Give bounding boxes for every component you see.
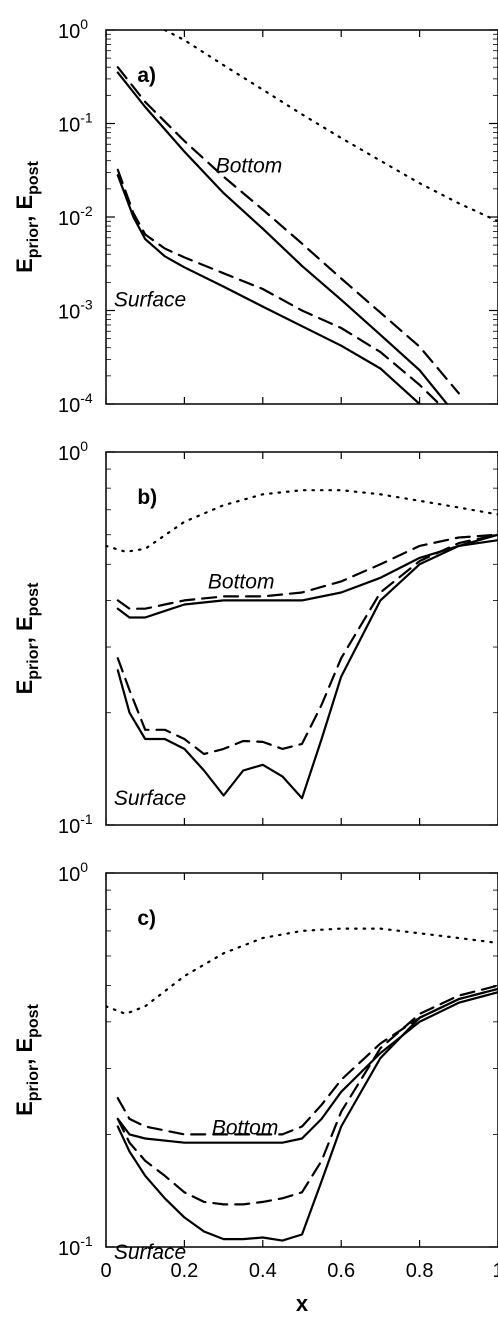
annotation-surface: Surface	[114, 1241, 186, 1264]
x-tick-label: 0.4	[249, 1260, 277, 1282]
series-prior-dotted	[163, 30, 498, 223]
series-surface-solid	[116, 174, 421, 404]
chart-panel-2: 10-1 100 Eprior, Epost b) Bottom Surface	[12, 438, 498, 838]
x-tick-label: 0.2	[170, 1260, 198, 1282]
y-tick-label: 10-1	[58, 811, 93, 838]
y-tick-label: 10-4	[58, 390, 93, 417]
x-tick-label: 0	[100, 1260, 111, 1282]
y-tick-label: 100	[58, 16, 88, 43]
y-tick-label: 100	[58, 438, 88, 465]
annotation-bottom: Bottom	[216, 154, 283, 177]
y-tick-label: 10-3	[58, 297, 93, 324]
panel-label: b)	[137, 486, 157, 509]
series-group	[106, 489, 498, 800]
y-axis-label: Eprior, Epost	[12, 160, 42, 272]
series-group	[116, 30, 498, 404]
series-bottom-solid	[116, 991, 498, 1144]
series-surface-dashed	[116, 533, 498, 756]
y-tick-label: 10-2	[58, 203, 93, 230]
annotation-surface: Surface	[114, 787, 186, 810]
x-tick-label: 0.6	[327, 1260, 355, 1282]
series-surface-solid	[116, 987, 498, 1242]
series-bottom-dashed	[116, 66, 460, 395]
series-bottom-dashed	[116, 533, 498, 610]
series-surface-dashed	[116, 984, 498, 1206]
x-tick-label: 0.8	[406, 1260, 434, 1282]
series-surface-dashed	[116, 168, 441, 404]
annotation-bottom: Bottom	[208, 571, 275, 594]
y-tick-label: 10-1	[58, 1233, 93, 1260]
y-axis-label: Eprior, Epost	[12, 582, 42, 694]
series-bottom-dashed	[116, 987, 498, 1136]
plot-frame	[105, 29, 498, 405]
y-tick-label: 100	[58, 859, 88, 886]
annotation-bottom: Bottom	[212, 1116, 279, 1139]
series-prior-dotted	[106, 927, 498, 1015]
x-tick-label: 1	[492, 1260, 498, 1282]
x-axis-label: x	[296, 1291, 309, 1316]
y-tick-label: 10-1	[58, 110, 93, 137]
panel-label: a)	[137, 64, 156, 87]
series-bottom-solid	[116, 539, 498, 619]
y-axis-label: Eprior, Epost	[12, 1003, 42, 1115]
series-surface-solid	[116, 533, 498, 800]
plot-frame	[105, 872, 498, 1248]
series-group	[106, 927, 498, 1242]
series-bottom-solid	[116, 71, 449, 404]
annotation-surface: Surface	[114, 289, 186, 312]
chart-panel-1: 10-4 10-3 10-2 10-1 100 Eprior, Epost a) Bottom…	[12, 16, 498, 417]
plot-frame	[105, 451, 498, 826]
panel-label: c)	[137, 907, 156, 930]
